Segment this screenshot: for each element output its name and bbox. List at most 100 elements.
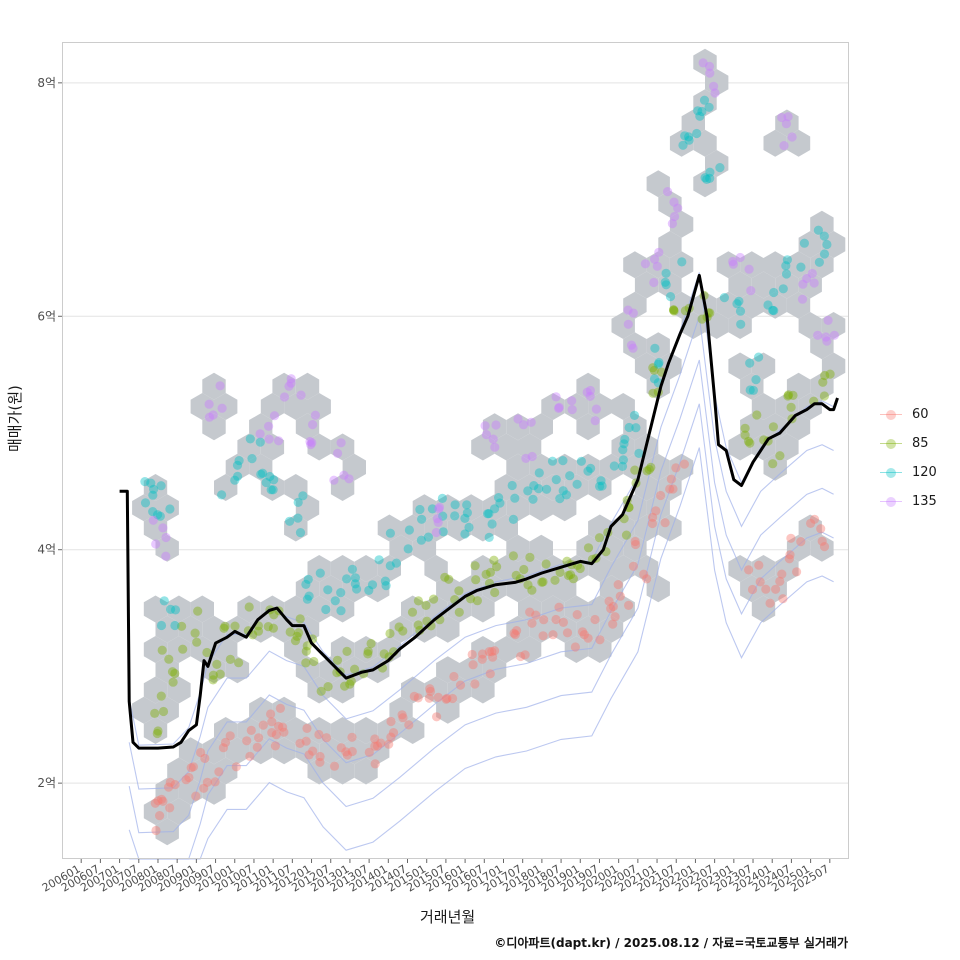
point-120 [464, 522, 474, 533]
point-85 [466, 594, 476, 604]
point-120 [704, 102, 714, 112]
point-120 [217, 490, 227, 500]
hex-bin [330, 757, 355, 785]
point-60 [441, 694, 451, 704]
point-85 [511, 570, 521, 581]
point-85 [819, 391, 830, 401]
point-85 [492, 562, 502, 572]
point-85 [565, 570, 576, 580]
point-60 [590, 614, 600, 625]
point-60 [558, 617, 569, 628]
point-120 [404, 525, 414, 535]
point-135 [513, 414, 523, 424]
point-120 [416, 535, 426, 545]
hex-bin [424, 514, 448, 542]
y-tick-label: 4억 [37, 543, 56, 557]
point-60 [510, 630, 520, 640]
point-135 [215, 381, 225, 391]
point-60 [477, 654, 487, 664]
point-60 [777, 569, 787, 579]
point-85 [177, 621, 187, 631]
point-60 [210, 777, 220, 787]
point-60 [785, 550, 795, 560]
point-120 [586, 463, 596, 473]
hex-bin [482, 413, 507, 441]
hex-bin [658, 514, 682, 542]
hex-bin [751, 271, 776, 299]
point-85 [555, 567, 565, 578]
point-60 [386, 732, 396, 742]
point-60 [485, 669, 495, 679]
hex-bin [728, 433, 752, 461]
hex-bin [541, 393, 565, 420]
point-85 [788, 390, 798, 400]
point-60 [778, 594, 788, 604]
hex-bin [576, 372, 600, 400]
point-135 [585, 385, 596, 396]
hex-bin [786, 372, 811, 400]
point-120 [634, 448, 644, 458]
legend-item-135[interactable]: 135 [876, 487, 956, 516]
point-120 [293, 497, 303, 507]
point-85 [471, 575, 481, 585]
point-85 [429, 594, 439, 604]
hex-bin [272, 372, 296, 400]
point-135 [746, 286, 756, 296]
x-axis-title: 거래년월 [420, 908, 476, 926]
point-135 [567, 396, 577, 406]
legend-dot-85 [886, 438, 896, 449]
hex-bin [646, 494, 670, 522]
point-60 [516, 651, 526, 662]
point-120 [572, 479, 582, 489]
point-135 [654, 247, 664, 257]
point-60 [562, 628, 573, 638]
hex-bin [284, 393, 308, 420]
point-60 [765, 598, 775, 608]
point-60 [570, 642, 581, 652]
hex-bin [669, 210, 694, 238]
point-120 [293, 513, 303, 523]
point-85 [644, 464, 654, 475]
hex-bin [377, 514, 401, 542]
hex-bin [447, 676, 472, 704]
point-60 [156, 794, 167, 804]
point-120 [460, 529, 470, 539]
hex-bin [330, 595, 355, 623]
hex-bin [821, 352, 846, 380]
hex-bin [763, 251, 787, 279]
point-120 [596, 476, 606, 486]
legend-item-120[interactable]: 120 [876, 458, 956, 487]
legend-item-60[interactable]: 60 [876, 400, 956, 429]
point-60 [660, 518, 670, 528]
point-60 [615, 591, 625, 601]
point-120 [460, 513, 470, 524]
hex-bin [564, 474, 589, 501]
hex-bin [237, 433, 261, 461]
point-60 [425, 686, 436, 697]
point-85 [202, 647, 212, 658]
point-85 [768, 422, 779, 432]
point-60 [242, 736, 252, 746]
point-60 [755, 577, 765, 587]
point-120 [298, 491, 308, 501]
hex-bin [518, 636, 542, 663]
hex-bin [634, 352, 659, 380]
point-120 [364, 585, 374, 596]
legend-item-85[interactable]: 85 [876, 429, 956, 458]
point-60 [295, 738, 305, 749]
point-120 [450, 500, 460, 510]
hex-bin [389, 534, 413, 562]
point-85 [697, 314, 707, 324]
point-120 [462, 500, 472, 510]
legend-line-120 [880, 472, 902, 473]
density-contour-line [128, 272, 834, 746]
hex-bin [494, 555, 518, 582]
hex-bin [214, 757, 238, 785]
point-135 [807, 268, 817, 279]
point-60 [819, 542, 830, 552]
plot-border [62, 42, 849, 859]
point-60 [816, 524, 826, 534]
point-60 [200, 753, 210, 764]
point-60 [202, 777, 212, 787]
point-60 [771, 584, 781, 594]
